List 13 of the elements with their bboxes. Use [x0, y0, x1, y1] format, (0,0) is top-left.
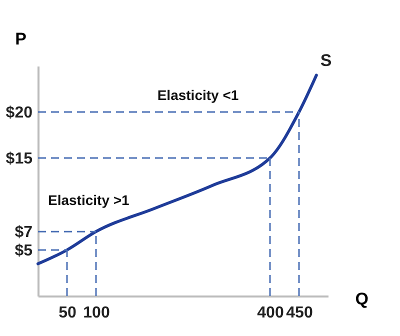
annotation: Elasticity >1	[48, 192, 130, 208]
series-label: S	[320, 51, 332, 70]
y-axis-title: P	[15, 30, 26, 48]
x-tick-label: 100	[83, 304, 110, 322]
y-tick-label: $5	[14, 242, 33, 260]
x-tick-label: 450	[286, 304, 313, 322]
x-tick-label: 400	[257, 304, 284, 322]
y-tick-label: $7	[14, 224, 33, 242]
annotation: Elasticity <1	[157, 87, 239, 103]
y-tick-label: $20	[6, 104, 33, 122]
y-tick-label: $15	[6, 150, 33, 168]
x-axis-title: Q	[355, 290, 368, 308]
x-tick-label: 50	[58, 304, 76, 322]
